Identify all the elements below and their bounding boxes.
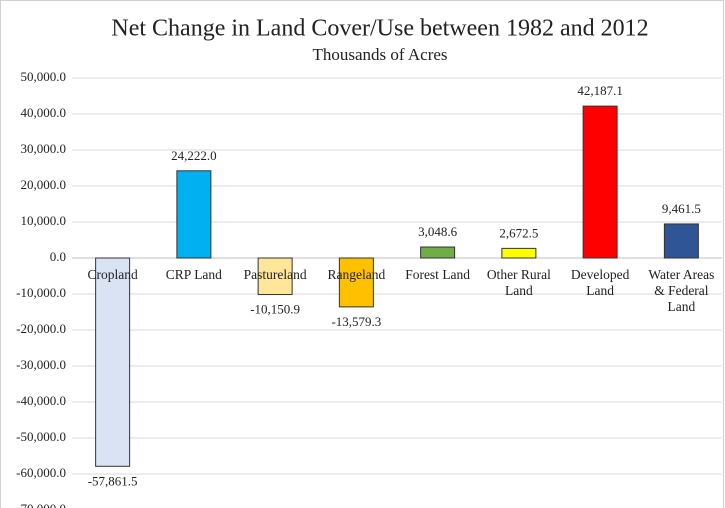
y-tick-label: -30,000.0	[16, 357, 66, 372]
x-tick-label: Developed Land	[570, 267, 630, 298]
y-tick-label: -70,000.0	[16, 501, 66, 508]
value-label: 42,187.1	[577, 83, 623, 98]
x-tick-label: Other Rural Land	[486, 267, 551, 298]
x-tick-label: Water Areas & Federal Land	[648, 267, 715, 314]
x-tick-label: Forest Land	[405, 267, 471, 282]
x-tick-label: Rangeland	[327, 267, 386, 282]
y-tick-label: 20,000.0	[21, 177, 67, 192]
y-tick-label: -10,000.0	[16, 285, 66, 300]
value-label: 2,672.5	[499, 225, 538, 240]
y-tick-label: -40,000.0	[16, 393, 66, 408]
chart-subtitle: Thousands of Acres	[312, 45, 447, 64]
x-tick-label: Cropland	[87, 267, 138, 282]
bar	[95, 257, 131, 467]
value-label: 3,048.6	[418, 224, 458, 239]
y-tick-label: -50,000.0	[16, 429, 66, 444]
y-tick-label: -20,000.0	[16, 321, 66, 336]
bar	[501, 247, 537, 259]
bar	[176, 170, 212, 259]
chart-title: Net Change in Land Cover/Use between 198…	[111, 16, 648, 42]
y-tick-label: 0.0	[50, 249, 66, 264]
bar	[257, 257, 293, 296]
y-tick-label: 50,000.0	[21, 69, 67, 84]
value-label: 24,222.0	[171, 148, 217, 163]
value-label: -10,150.9	[250, 302, 300, 317]
x-tick-label: CRP Land	[165, 267, 222, 282]
y-tick-label: 30,000.0	[21, 141, 67, 156]
y-tick-label: 40,000.0	[21, 105, 67, 120]
bar	[582, 105, 618, 259]
y-tick-label: -60,000.0	[16, 465, 66, 480]
bar	[338, 257, 374, 308]
value-label: 9,461.5	[662, 201, 701, 216]
bar	[420, 246, 456, 259]
bar	[663, 223, 699, 259]
value-label: -57,861.5	[88, 473, 138, 488]
y-tick-label: 10,000.0	[21, 213, 67, 228]
x-tick-label: Pastureland	[243, 267, 307, 282]
value-label: -13,579.3	[331, 314, 381, 329]
